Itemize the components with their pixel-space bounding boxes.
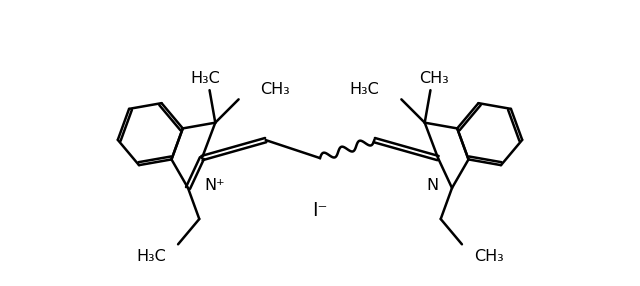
Text: N: N	[426, 178, 438, 194]
Text: H₃C: H₃C	[136, 249, 166, 264]
Text: H₃C: H₃C	[349, 82, 380, 97]
Text: H₃C: H₃C	[191, 71, 220, 86]
Text: N⁺: N⁺	[204, 178, 225, 194]
Text: CH₃: CH₃	[420, 71, 449, 86]
Text: CH₃: CH₃	[260, 82, 291, 97]
Text: I⁻: I⁻	[312, 202, 328, 221]
Text: CH₃: CH₃	[474, 249, 504, 264]
